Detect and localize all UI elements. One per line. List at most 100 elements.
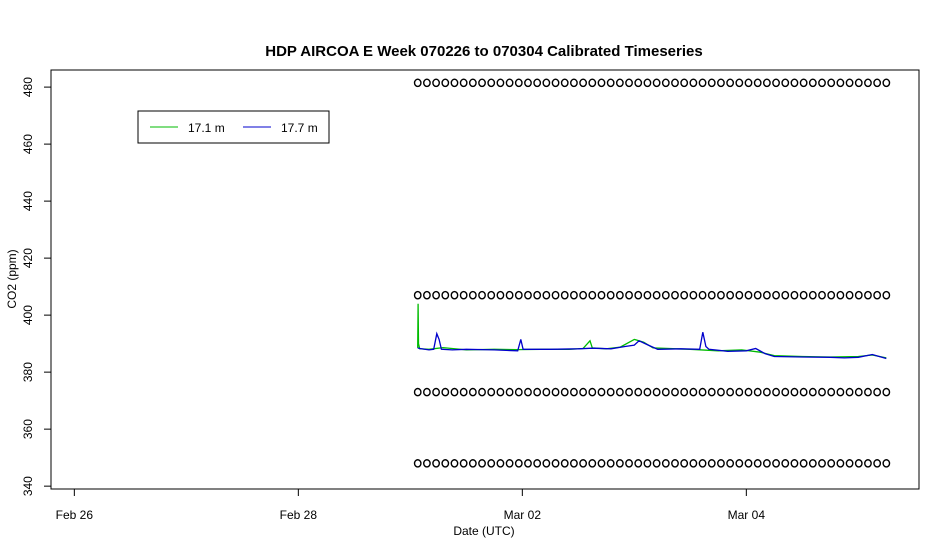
calibration-marker <box>680 290 689 300</box>
calibration-marker <box>799 459 808 468</box>
calibration-marker <box>560 459 569 468</box>
calibration-marker <box>836 387 845 397</box>
x-tick-label: Feb 26 <box>56 508 94 522</box>
calibration-marker <box>781 387 790 397</box>
y-tick-label: 380 <box>21 362 35 382</box>
calibration-marker <box>560 387 569 397</box>
calibration-marker <box>854 459 863 468</box>
calibration-marker <box>413 78 422 88</box>
calibration-marker <box>423 78 431 88</box>
calibration-marker <box>744 459 753 468</box>
calibration-marker <box>698 290 707 300</box>
calibration-marker <box>882 387 891 397</box>
calibration-marker <box>680 459 689 468</box>
calibration-marker <box>505 387 514 397</box>
calibration-marker <box>827 387 836 397</box>
calibration-marker <box>413 290 422 300</box>
calibration-marker <box>652 290 661 300</box>
calibration-marker <box>551 290 560 300</box>
legend-label-17-7m: 17.7 m <box>281 121 318 135</box>
calibration-marker <box>432 459 440 468</box>
calibration-marker <box>735 290 744 300</box>
calibration-marker <box>845 290 854 300</box>
calibration-marker <box>487 387 496 397</box>
calibration-marker <box>625 459 633 468</box>
calibration-marker <box>432 290 440 300</box>
calibration-marker <box>698 78 707 88</box>
calibration-marker <box>845 78 854 88</box>
calibration-marker <box>781 459 790 468</box>
chart-title: HDP AIRCOA E Week 070226 to 070304 Calib… <box>265 43 702 60</box>
calibration-marker <box>441 459 450 468</box>
calibration-marker <box>836 459 845 468</box>
y-tick-label: 480 <box>21 77 35 97</box>
calibration-marker <box>873 290 882 300</box>
calibration-marker <box>597 459 606 468</box>
calibration-marker <box>514 78 523 88</box>
calibration-marker <box>625 78 633 88</box>
calibration-marker <box>882 459 891 468</box>
calibration-marker <box>505 290 514 300</box>
calibration-marker <box>652 387 661 397</box>
calibration-marker <box>468 290 477 300</box>
calibration-marker <box>726 290 735 300</box>
calibration-marker <box>450 290 459 300</box>
y-axis-label: CO2 (ppm) <box>5 249 19 308</box>
calibration-marker <box>634 387 643 397</box>
calibration-marker <box>762 459 771 468</box>
calibration-marker <box>579 290 588 300</box>
calibration-marker <box>735 459 744 468</box>
calibration-marker <box>882 290 891 300</box>
calibration-marker <box>432 78 440 88</box>
calibration-marker <box>634 459 643 468</box>
calibration-marker <box>707 290 716 300</box>
calibration-marker <box>533 290 542 300</box>
calibration-marker <box>514 387 523 397</box>
calibration-marker <box>441 387 450 397</box>
calibration-marker <box>542 387 551 397</box>
calibration-marker <box>625 387 633 397</box>
calibration-marker <box>790 290 799 300</box>
calibration-marker <box>671 78 679 88</box>
calibration-marker <box>496 387 505 397</box>
calibration-marker <box>524 290 532 300</box>
calibration-marker <box>588 78 597 88</box>
y-tick-label: 440 <box>21 191 35 211</box>
calibration-marker <box>478 290 486 300</box>
calibration-marker <box>726 387 735 397</box>
calibration-marker <box>597 290 606 300</box>
y-tick-label: 420 <box>21 248 35 268</box>
calibration-marker <box>643 387 652 397</box>
calibration-marker <box>762 78 771 88</box>
calibration-marker <box>717 78 725 88</box>
x-tick-label: Feb 28 <box>280 508 318 522</box>
calibration-marker <box>661 459 670 468</box>
calibration-marker <box>689 387 698 397</box>
calibration-marker <box>799 290 808 300</box>
calibration-marker <box>643 290 652 300</box>
calibration-marker <box>615 78 624 88</box>
calibration-marker <box>762 290 771 300</box>
calibration-marker <box>772 290 780 300</box>
x-axis-label: Date (UTC) <box>453 524 514 538</box>
calibration-marker <box>744 78 753 88</box>
calibration-marker <box>413 459 422 468</box>
calibration-marker <box>579 78 588 88</box>
calibration-marker <box>450 459 459 468</box>
series-lines <box>417 303 887 360</box>
calibration-marker <box>570 290 578 300</box>
calibration-marker <box>845 387 854 397</box>
calibration-marker <box>818 290 826 300</box>
calibration-marker <box>717 459 725 468</box>
calibration-marker <box>606 459 615 468</box>
calibration-marker <box>450 78 459 88</box>
calibration-marker <box>753 78 762 88</box>
calibration-marker <box>560 78 569 88</box>
calibration-marker <box>588 387 597 397</box>
calibration-marker <box>615 459 624 468</box>
calibration-marker <box>707 78 716 88</box>
calibration-marker <box>827 290 836 300</box>
calibration-marker <box>762 387 771 397</box>
calibration-marker <box>753 387 762 397</box>
calibration-marker <box>514 290 523 300</box>
